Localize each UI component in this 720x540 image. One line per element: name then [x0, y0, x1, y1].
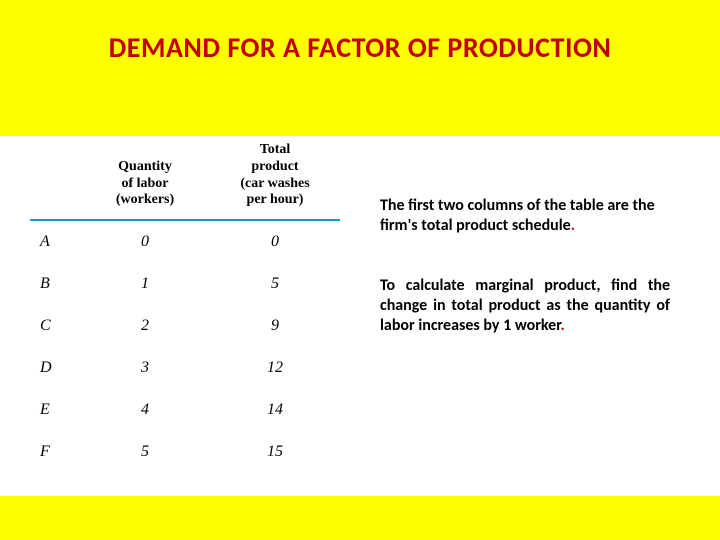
paragraph-2: To calculate marginal product, find the …	[380, 276, 670, 336]
row-label: F	[30, 431, 80, 473]
row-label: C	[30, 305, 80, 347]
paragraph-1: The first two columns of the table are t…	[380, 196, 670, 236]
table-row: A 0 0	[30, 220, 340, 263]
table-row: E 4 14	[30, 389, 340, 431]
row-tp: 5	[210, 263, 340, 305]
row-qty: 5	[80, 431, 210, 473]
row-qty: 4	[80, 389, 210, 431]
col-tp-header: Total product (car washes per hour)	[210, 136, 340, 220]
content-area: Quantity of labor (workers) Total produc…	[0, 136, 720, 496]
row-label: D	[30, 347, 80, 389]
explanatory-text: The first two columns of the table are t…	[380, 196, 670, 376]
row-tp: 14	[210, 389, 340, 431]
table: Quantity of labor (workers) Total produc…	[30, 136, 340, 473]
row-tp: 0	[210, 220, 340, 263]
period-accent: .	[571, 216, 575, 235]
row-tp: 9	[210, 305, 340, 347]
table-row: D 3 12	[30, 347, 340, 389]
row-qty: 3	[80, 347, 210, 389]
row-qty: 0	[80, 220, 210, 263]
product-schedule-table: Quantity of labor (workers) Total produc…	[30, 136, 340, 473]
row-tp: 12	[210, 347, 340, 389]
table-row: B 1 5	[30, 263, 340, 305]
row-label: E	[30, 389, 80, 431]
table-row: C 2 9	[30, 305, 340, 347]
col-blank-header	[30, 136, 80, 220]
row-label: A	[30, 220, 80, 263]
row-label: B	[30, 263, 80, 305]
row-qty: 1	[80, 263, 210, 305]
row-tp: 15	[210, 431, 340, 473]
period-accent: .	[561, 316, 565, 335]
table-row: F 5 15	[30, 431, 340, 473]
row-qty: 2	[80, 305, 210, 347]
col-qty-header: Quantity of labor (workers)	[80, 136, 210, 220]
slide-title: DEMAND FOR A FACTOR OF PRODUCTION	[0, 0, 720, 65]
